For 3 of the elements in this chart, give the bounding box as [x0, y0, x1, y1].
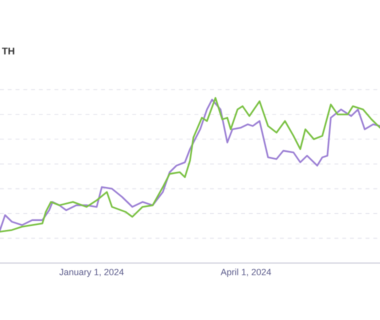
x-tick-label: January 1, 2024 [59, 268, 124, 278]
x-tick-label: April 1, 2024 [220, 268, 272, 278]
chart-title: TH [2, 48, 14, 54]
